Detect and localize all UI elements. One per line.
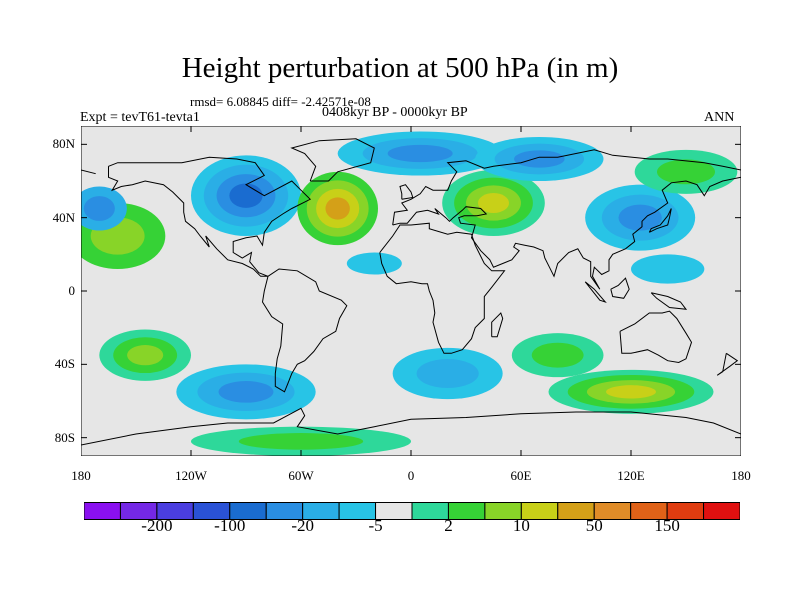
longitude-tick-label: 180 [71, 468, 91, 483]
coastline [716, 352, 739, 376]
colorbar [84, 502, 740, 520]
colorbar-swatch [703, 502, 740, 520]
longitude-tick-label: 60W [288, 468, 314, 483]
longitude-tick-label: 120W [175, 468, 207, 483]
period-line: 0408kyr BP - 0000kyr BP [322, 105, 468, 120]
plot-title: Height perturbation at 500 hPa (in m) [181, 52, 619, 84]
longitude-tick-label: 0 [407, 468, 415, 483]
contour-region [127, 345, 164, 366]
coastline [610, 277, 630, 299]
latitude-tick-label: 80S [54, 429, 75, 445]
colorbar-label: 2 [444, 516, 453, 535]
contour-region [346, 252, 402, 275]
coastline [81, 407, 741, 446]
colorbar-label: -20 [291, 516, 314, 535]
colorbar-label: -5 [368, 516, 383, 535]
contour-region [416, 358, 479, 389]
map-ticks [81, 126, 741, 456]
coastline [619, 310, 693, 364]
contour-region [387, 144, 453, 163]
coastline [290, 138, 375, 182]
coastline [81, 169, 96, 175]
contour-region [606, 385, 656, 399]
contour-fill-layer [81, 131, 738, 456]
coastline [648, 208, 672, 233]
latitude-tick-label: 0 [68, 283, 76, 298]
coastline [261, 268, 348, 393]
longitude-tick-label: 180 [731, 468, 751, 483]
coastline [379, 222, 506, 354]
contour-region [656, 159, 716, 185]
coastline [399, 184, 414, 200]
latitude-tick-label: 40S [54, 356, 75, 372]
coastline [491, 312, 504, 338]
stats-line: rmsd= 6.08845 diff= -2.42571e-08 [190, 94, 371, 109]
coastline [392, 149, 741, 226]
experiment-label: Expt = tevT61-tevta1 [80, 110, 200, 125]
coastline-layer [81, 138, 741, 446]
contour-region [514, 150, 565, 168]
contour-region [631, 254, 705, 284]
contour-region [238, 433, 364, 450]
coastline [108, 156, 312, 277]
latitude-tick-label: 80N [52, 136, 75, 152]
longitude-tick-label: 60E [510, 468, 532, 483]
contour-region [83, 196, 115, 221]
coastline [392, 176, 741, 290]
contour-region [477, 193, 510, 213]
colorbar-label: 50 [585, 516, 603, 535]
colorbar-swatch [84, 502, 121, 520]
latitude-tick-label: 40N [52, 209, 75, 225]
contour-region [218, 381, 274, 403]
contour-region [325, 197, 350, 220]
colorbar-label: 10 [512, 516, 530, 535]
map-panel [81, 126, 741, 456]
contour-region [531, 342, 584, 368]
longitude-tick-label: 120E [617, 468, 645, 483]
coastline [584, 281, 607, 304]
colorbar-label: -200 [141, 516, 173, 535]
season-label: ANN [704, 110, 735, 125]
colorbar-label: 150 [654, 516, 680, 535]
contour-region [229, 183, 263, 208]
contour-region [618, 204, 662, 231]
coastline [650, 292, 688, 310]
colorbar-label: -100 [214, 516, 246, 535]
